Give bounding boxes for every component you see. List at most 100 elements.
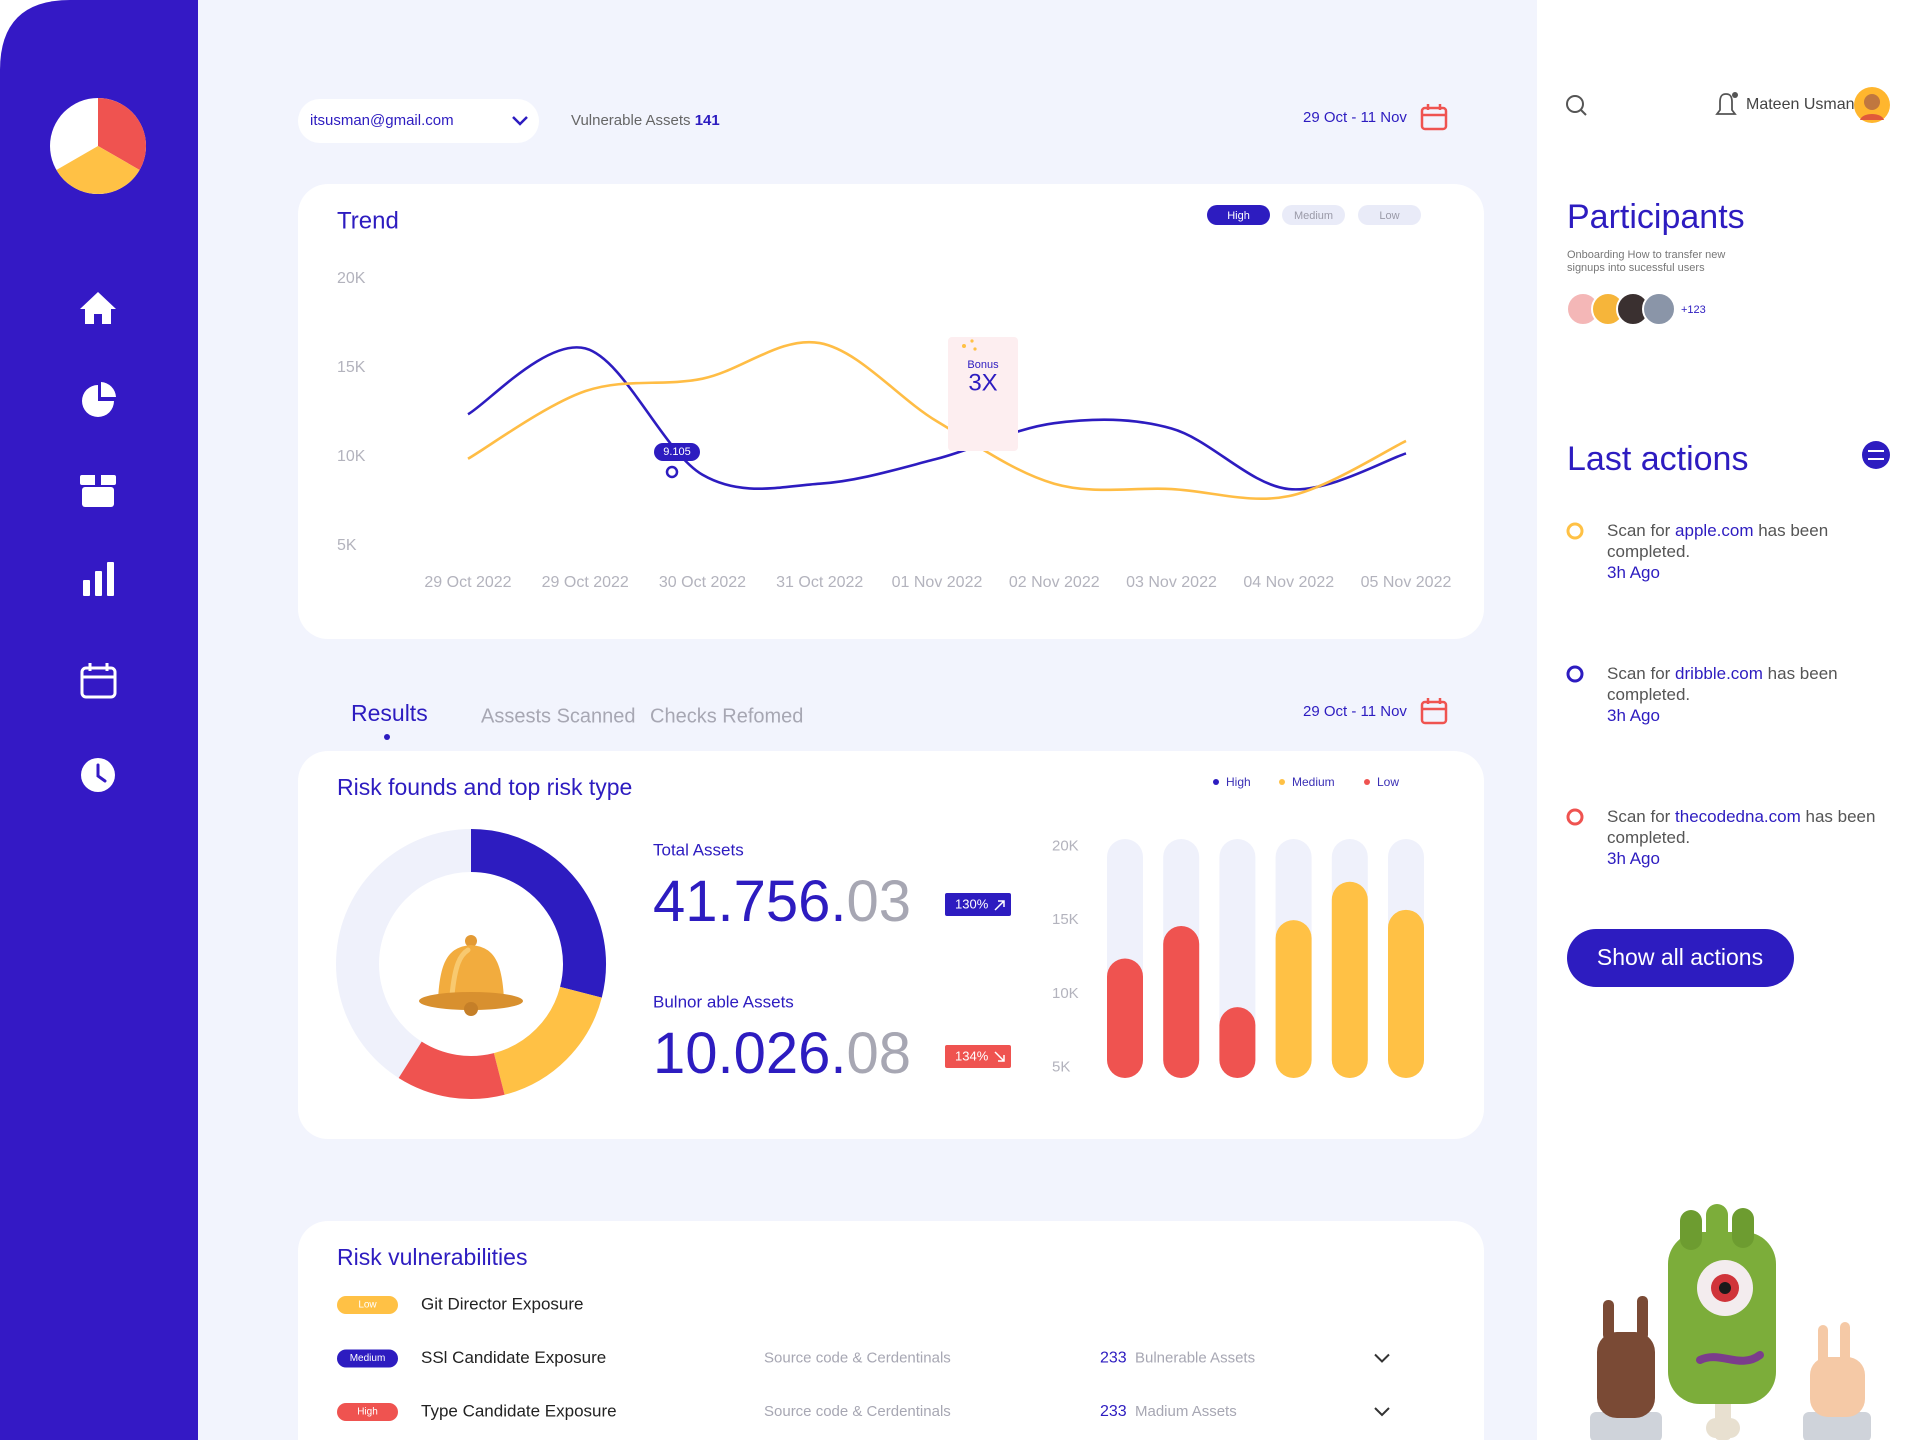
user-avatar-part[interactable]	[1864, 94, 1880, 110]
nav-assets-part[interactable]	[95, 475, 101, 485]
monster-illustration-part	[1597, 1332, 1655, 1418]
calendar-button-part[interactable]	[1420, 106, 1448, 131]
action-prefix: Scan for	[1607, 664, 1671, 683]
monster-illustration-part	[1680, 1210, 1702, 1250]
filter-pill[interactable]	[1282, 205, 1345, 225]
y-tick-label: 5K	[1052, 1059, 1070, 1076]
trend-card	[298, 184, 1484, 639]
level-pill	[337, 1403, 398, 1421]
user-avatar[interactable]	[1854, 87, 1890, 123]
filter-pill[interactable]	[1358, 205, 1421, 225]
nav-history[interactable]	[81, 758, 115, 792]
vulnerability-count: 233	[1100, 1350, 1127, 1367]
y-tick-label: 15K	[337, 359, 366, 376]
nav-history-part[interactable]	[96, 763, 107, 783]
nav-home[interactable]	[80, 292, 116, 324]
nav-home-part[interactable]	[80, 292, 116, 324]
logo-part[interactable]	[98, 97, 147, 170]
bell-illustration-part	[449, 947, 471, 998]
calendar-button[interactable]	[1420, 104, 1448, 131]
vulnerabilities-card	[298, 1221, 1484, 1440]
bell-illustration-part	[419, 992, 523, 1010]
level-label: High	[357, 1407, 378, 1418]
nav-calendar[interactable]	[80, 663, 117, 699]
action-site[interactable]: dribble.com	[1675, 664, 1763, 683]
risk-title: Risk founds and top risk type	[337, 774, 632, 800]
nav-stats[interactable]	[83, 562, 114, 596]
total-assets-value: 41.756.03	[653, 869, 911, 934]
actions-menu-part[interactable]	[1862, 441, 1890, 469]
nav-stats-part[interactable]	[107, 562, 114, 596]
vulnerability-name: Type Candidate Exposure	[421, 1401, 617, 1420]
monster-illustration-part	[1637, 1296, 1648, 1340]
filter-label[interactable]: Low	[1379, 210, 1399, 222]
tab-checks[interactable]: Checks Refomed	[650, 705, 803, 727]
bonus-value: 3X	[968, 369, 997, 396]
nav-reports-part[interactable]	[82, 385, 114, 417]
vulnerable-summary: Vulnerable Assets 141	[571, 112, 720, 129]
nav-assets[interactable]	[80, 475, 116, 507]
calendar-button[interactable]	[1420, 698, 1448, 725]
monster-illustration-part	[1810, 1357, 1865, 1417]
monster-illustration-part	[1732, 1208, 1754, 1248]
nav-stats-part[interactable]	[95, 571, 102, 596]
account-select-part[interactable]	[512, 116, 528, 126]
search-button-part[interactable]	[1566, 95, 1584, 113]
x-tick-label: 04 Nov 2022	[1243, 574, 1334, 591]
legend-dot	[1364, 779, 1370, 785]
nav-reports[interactable]	[82, 382, 116, 417]
show-actions-button[interactable]	[1567, 929, 1794, 987]
monster-illustration-part	[1706, 1418, 1726, 1438]
notification-button-part[interactable]	[1732, 92, 1738, 98]
expand-chevron[interactable]	[1374, 1407, 1390, 1417]
x-tick-label: 05 Nov 2022	[1361, 574, 1452, 591]
user-avatar-part[interactable]	[1860, 114, 1884, 120]
notification-button-part[interactable]	[1715, 93, 1737, 115]
logo[interactable]	[50, 97, 147, 195]
vulnerability-source: Source code & Cerdentinals	[764, 1349, 951, 1366]
action-time: 3h Ago	[1607, 849, 1660, 868]
nav-calendar-part[interactable]	[80, 666, 117, 699]
point-bubble-part	[654, 443, 700, 461]
bar	[1219, 1007, 1256, 1078]
account-select[interactable]	[298, 99, 539, 143]
x-tick-label: 31 Oct 2022	[776, 574, 863, 591]
sidebar	[0, 0, 198, 1440]
bar	[1163, 926, 1200, 1078]
filter-label[interactable]: High	[1227, 210, 1250, 222]
filter-pill[interactable]	[1207, 205, 1270, 225]
x-tick-label: 30 Oct 2022	[659, 574, 746, 591]
action-site[interactable]: thecodedna.com	[1675, 807, 1801, 826]
account-select-part[interactable]	[298, 99, 539, 143]
nav-stats-part[interactable]	[83, 580, 90, 596]
account-email: itsusman@gmail.com	[310, 112, 454, 129]
actions-menu[interactable]	[1862, 441, 1890, 469]
bonus-annotation	[948, 337, 1018, 451]
level-label: Medium	[350, 1353, 386, 1364]
up-arrow	[994, 900, 1005, 911]
action-site[interactable]: apple.com	[1675, 521, 1754, 540]
action-status	[1566, 665, 1584, 683]
expand-chevron[interactable]	[1374, 1353, 1390, 1363]
trend-line	[467, 346, 1407, 491]
search-button-part[interactable]	[1580, 109, 1587, 116]
filter-label[interactable]: Medium	[1294, 210, 1333, 222]
calendar-button-part[interactable]	[1420, 700, 1448, 725]
point-marker	[665, 465, 679, 479]
action-prefix: Scan for	[1607, 521, 1671, 540]
nav-reports-part[interactable]	[101, 382, 116, 397]
x-tick-label: 29 Oct 2022	[424, 574, 511, 591]
point-bubble	[654, 443, 700, 461]
action-item: Scan for apple.com has been completed. 3h…	[1607, 520, 1887, 583]
search-button[interactable]	[1566, 95, 1587, 116]
logo-part[interactable]	[56, 146, 140, 195]
tab-assets[interactable]: Assests Scanned	[481, 705, 636, 727]
action-item: Scan for dribble.com has been completed.…	[1607, 663, 1887, 726]
show-actions-label[interactable]: Show all actions	[1597, 944, 1763, 970]
notification-button[interactable]	[1715, 92, 1738, 115]
vulnerability-count: 233	[1100, 1403, 1127, 1420]
tab-results[interactable]: Results	[351, 700, 428, 726]
nav-assets-part[interactable]	[82, 487, 114, 507]
donut-segment	[398, 1041, 505, 1099]
